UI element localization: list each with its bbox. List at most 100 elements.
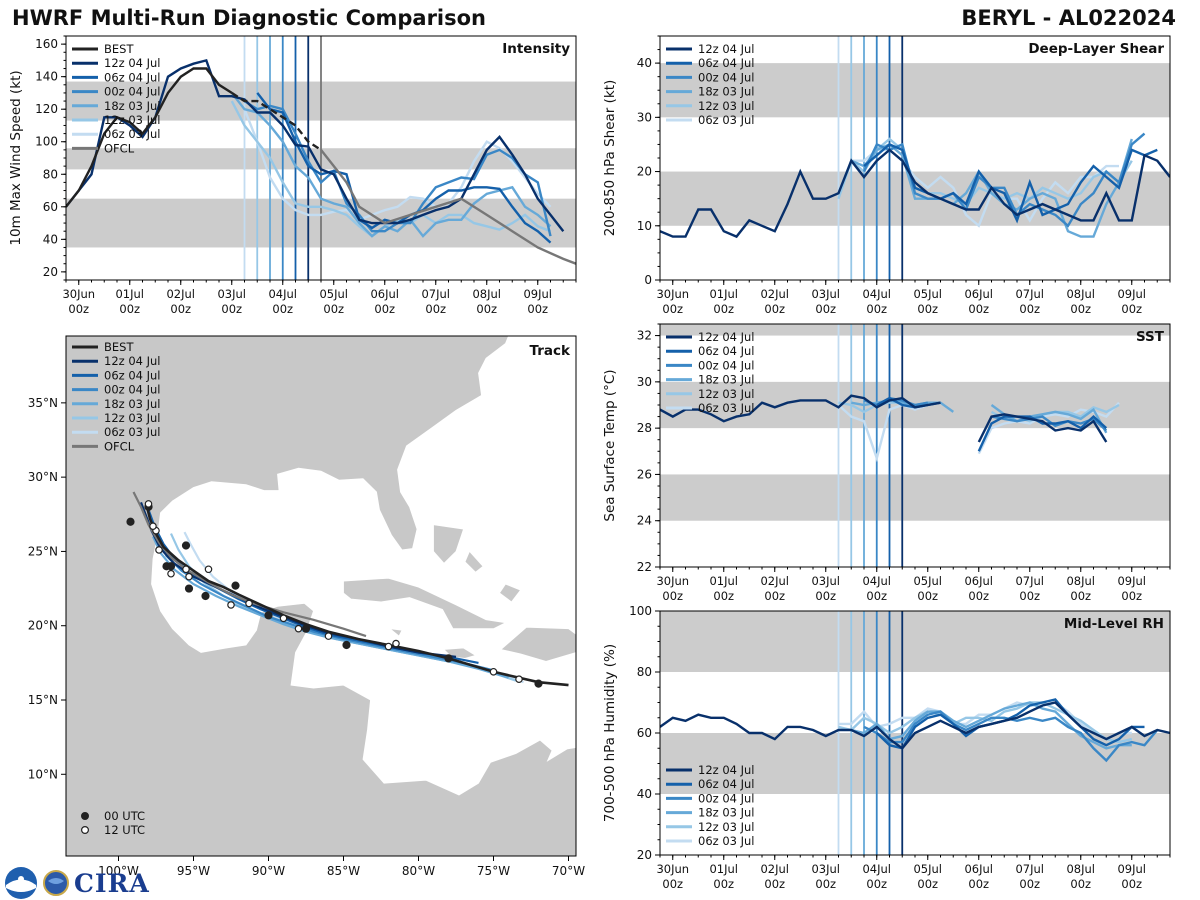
legend-label: 06z 04 Jul (698, 56, 755, 70)
x-tick-label: 00z (1121, 302, 1142, 316)
legend-label: OFCL (104, 141, 135, 155)
series-line (850, 138, 1133, 238)
y-tick-label: 30 (637, 375, 652, 389)
y-tick-label: 0 (644, 273, 652, 287)
x-tick-label: 00z (764, 589, 785, 603)
x-tick-label: 00z (119, 302, 140, 316)
x-tick-label: 00z (323, 302, 344, 316)
legend-label: 06z 03 Jul (104, 425, 161, 439)
x-tick-label: 00z (272, 302, 293, 316)
y-tick-label: 40 (637, 56, 652, 70)
x-tick-label: 00z (815, 302, 836, 316)
shading-band (660, 733, 1170, 794)
y-tick-label: 35°N (28, 396, 58, 410)
series-line (660, 394, 941, 423)
marker-00utc (231, 581, 240, 590)
storm-id: BERYL - AL022024 (961, 6, 1176, 30)
x-tick-label: 04Jul (268, 287, 297, 301)
x-tick-label: 00z (662, 302, 683, 316)
series-line (977, 414, 1108, 452)
x-tick-label: 02Jul (760, 287, 789, 301)
x-tick-label: 07Jul (1015, 574, 1044, 588)
x-tick-label: 05Jul (913, 862, 942, 876)
x-tick-label: 04Jul (862, 862, 891, 876)
x-tick-label: 90°W (252, 864, 285, 878)
marker-00utc (534, 679, 543, 688)
marker-legend-symbol (80, 811, 89, 820)
legend-label: 12z 04 Jul (698, 42, 755, 56)
x-tick-label: 00z (1019, 302, 1040, 316)
x-tick-label: 03Jul (811, 287, 840, 301)
x-tick-label: 30Jun (656, 287, 689, 301)
series-line (838, 701, 1133, 744)
x-tick-label: 00z (1070, 302, 1091, 316)
marker-12utc (185, 572, 193, 581)
land-polygon (433, 524, 465, 564)
marker-00utc (166, 562, 176, 571)
x-tick-label: 30Jun (656, 862, 689, 876)
legend-label: 00z 04 Jul (698, 358, 755, 372)
legend-label: 18z 03 Jul (104, 99, 161, 113)
track-panel: 100°W 95°W 90°W 85°W 80°W 75°W 70°W 10°N 15°N 20°… (28, 335, 585, 878)
y-tick-label: 28 (637, 421, 652, 435)
marker-00utc (264, 611, 273, 620)
y-tick-label: 30°N (28, 470, 58, 484)
legend-label: 12z 04 Jul (698, 763, 755, 777)
series-group (660, 394, 1120, 463)
x-tick-label: 01Jul (115, 287, 144, 301)
panel-title: SST (1136, 329, 1165, 345)
legend-label: 12z 04 Jul (698, 330, 755, 344)
x-tick-label: 00z (1019, 877, 1040, 891)
x-tick-label: 30Jun (62, 287, 95, 301)
series-line (977, 413, 1108, 443)
series-line (320, 149, 576, 265)
x-tick-label: 04Jul (862, 287, 891, 301)
marker-00utc (126, 517, 135, 526)
logo-group: CIRA (4, 866, 150, 900)
series-line (837, 403, 929, 463)
x-tick-label: 00z (917, 302, 938, 316)
y-axis-label: 10m Max Wind Speed (kt) (8, 70, 24, 245)
marker-12utc (204, 565, 213, 574)
y-tick-label: 26 (637, 467, 652, 481)
x-tick-label: 00z (968, 589, 989, 603)
x-tick-label: 09Jul (1117, 574, 1146, 588)
series-line (837, 148, 1119, 228)
series-line (243, 108, 552, 222)
marker-12utc (392, 639, 400, 648)
y-tick-label: 100 (629, 604, 652, 618)
y-tick-label: 60 (637, 726, 652, 740)
x-tick-label: 04Jul (862, 574, 891, 588)
land-polygon (498, 583, 522, 603)
x-tick-label: 00z (866, 302, 887, 316)
series-line-best-dashed (231, 91, 322, 151)
marker-00utc (201, 591, 210, 601)
x-tick-label: 00z (815, 589, 836, 603)
legend-label: 18z 03 Jul (698, 85, 755, 99)
marker-12utc (489, 667, 498, 676)
x-tick-label: 05Jul (913, 574, 942, 588)
x-tick-label: 00z (866, 877, 887, 891)
x-tick-label: 09Jul (523, 287, 552, 301)
marker-legend-symbol (80, 825, 89, 834)
series-line (837, 137, 1133, 206)
globe-icon (43, 870, 69, 896)
x-tick-label: 06Jul (964, 287, 993, 301)
legend-label: 06z 04 Jul (698, 777, 755, 791)
x-tick-label: 02Jul (760, 862, 789, 876)
x-tick-label: 00z (917, 589, 938, 603)
y-tick-label: 24 (637, 514, 652, 528)
y-tick-label: 15°N (28, 693, 58, 707)
x-tick-label: 01Jul (709, 574, 738, 588)
x-tick-label: 00z (1070, 877, 1091, 891)
x-tick-label: 00z (1070, 589, 1091, 603)
series-line (838, 701, 1132, 741)
series-group (660, 698, 1170, 763)
x-tick-label: 09Jul (1117, 287, 1146, 301)
x-tick-label: 85°W (327, 864, 360, 878)
legend-label: 06z 03 Jul (104, 127, 161, 141)
marker-legend-label: 00 UTC (104, 809, 145, 823)
x-tick-label: 30Jun (656, 574, 689, 588)
panel-title: Track (530, 343, 571, 359)
x-tick-label: 07Jul (421, 287, 450, 301)
